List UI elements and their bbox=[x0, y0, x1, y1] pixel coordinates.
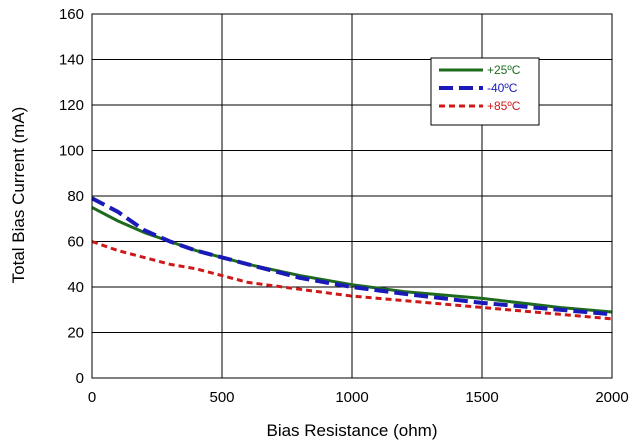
y-tick-label: 60 bbox=[67, 234, 84, 251]
series-line-dashed bbox=[91, 196, 613, 317]
y-tick-label: 120 bbox=[59, 97, 84, 114]
legend: +25ºC -40ºC +85ºC bbox=[430, 57, 540, 126]
legend-label: +25ºC bbox=[487, 63, 521, 77]
legend-box bbox=[430, 57, 540, 126]
y-tick-label: 100 bbox=[59, 143, 84, 160]
y-tick-label: 160 bbox=[59, 6, 84, 23]
x-axis-title: Bias Resistance (ohm) bbox=[266, 421, 437, 440]
x-tick-label: 1000 bbox=[335, 389, 368, 406]
x-tick-label: 1500 bbox=[465, 389, 498, 406]
y-tick-label: 140 bbox=[59, 52, 84, 69]
legend-label: +85ºC bbox=[487, 99, 521, 113]
y-tick-label: 40 bbox=[67, 279, 84, 296]
y-tick-label: 0 bbox=[76, 370, 84, 387]
x-tick-label: 2000 bbox=[595, 389, 628, 406]
y-tick-label: 20 bbox=[67, 325, 84, 342]
x-axis-ticks: 0 500 1000 1500 2000 bbox=[88, 389, 629, 406]
legend-label: -40ºC bbox=[487, 81, 518, 95]
x-tick-label: 500 bbox=[209, 389, 234, 406]
y-axis-title: Total Bias Current (mA) bbox=[9, 107, 28, 284]
x-tick-label: 0 bbox=[88, 389, 96, 406]
series-line-dotted bbox=[91, 240, 613, 321]
y-axis-ticks: 0 20 40 60 80 100 120 140 160 bbox=[59, 6, 84, 387]
plot-border bbox=[91, 13, 613, 379]
series-lines bbox=[91, 196, 613, 321]
y-tick-label: 80 bbox=[67, 188, 84, 205]
